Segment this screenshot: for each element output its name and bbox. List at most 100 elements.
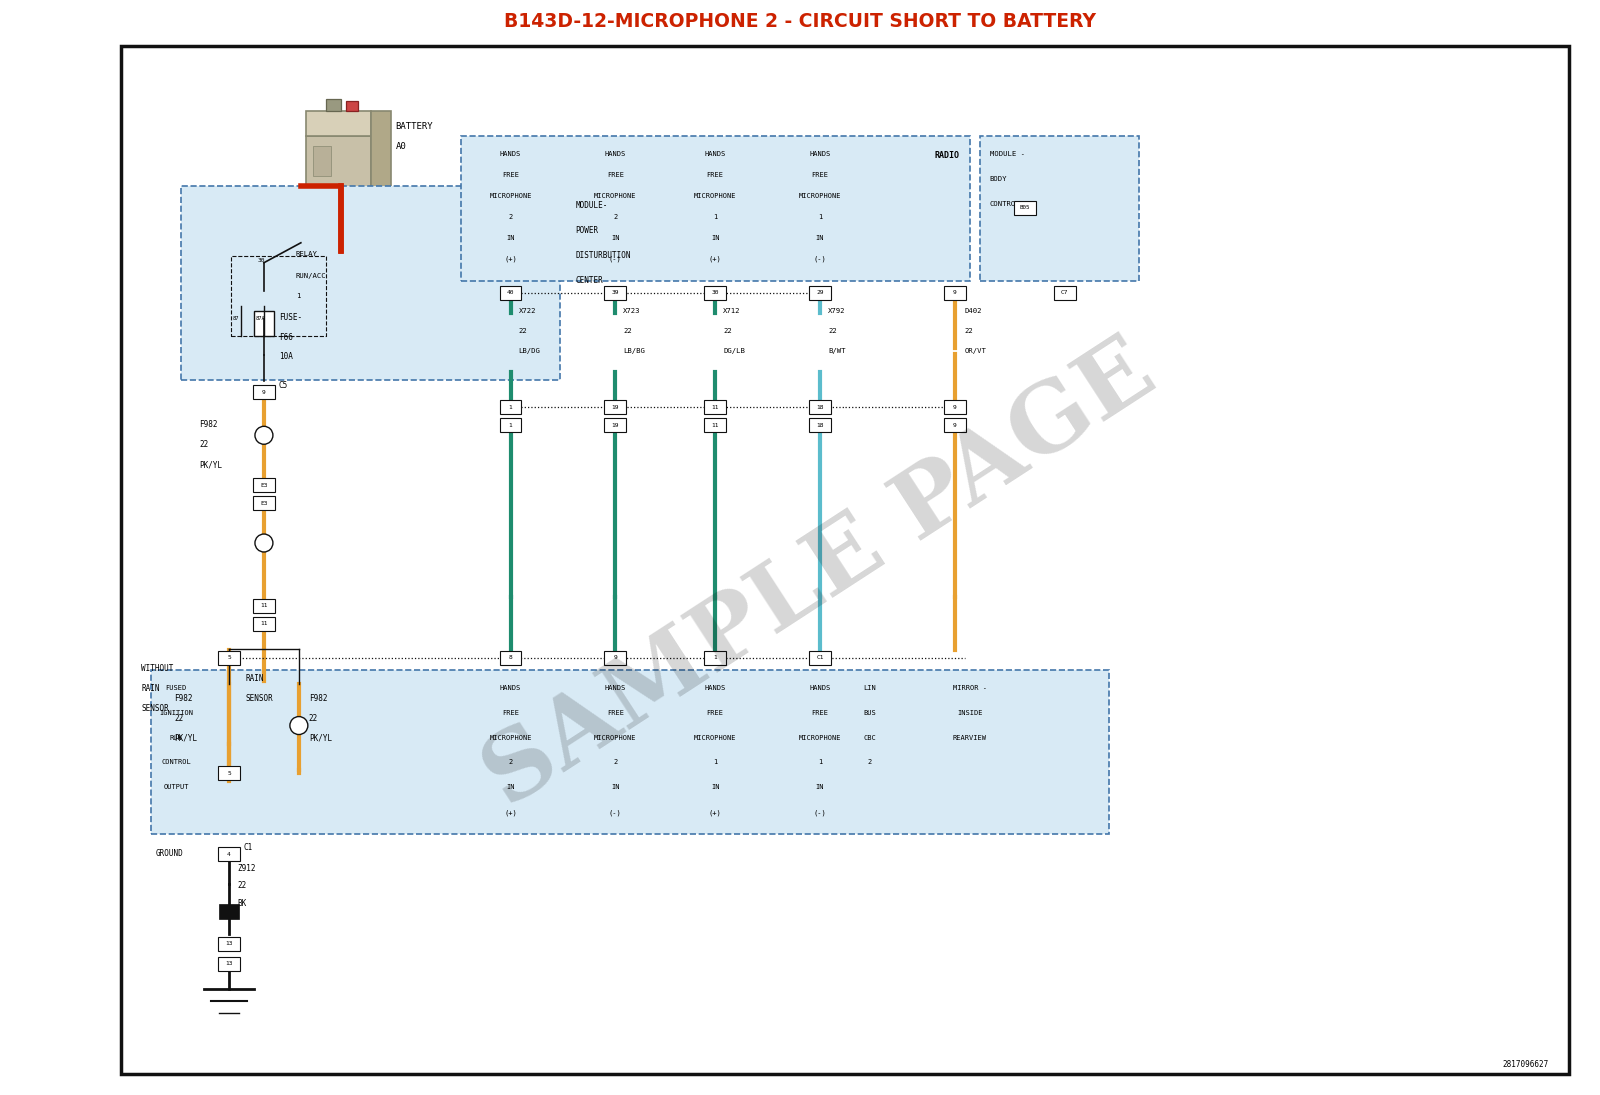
Bar	[944, 401, 966, 414]
Text: (+): (+)	[504, 256, 517, 262]
Text: 22: 22	[174, 714, 184, 723]
Text: HANDS: HANDS	[499, 151, 522, 157]
Text: (+): (+)	[709, 256, 722, 262]
Text: RUN/ACC: RUN/ACC	[296, 273, 326, 279]
Text: IN: IN	[710, 234, 720, 241]
Text: 18: 18	[816, 423, 824, 428]
Text: POWER: POWER	[576, 226, 598, 234]
Text: 87A: 87A	[256, 315, 266, 321]
Text: 11: 11	[261, 603, 267, 609]
Text: IN: IN	[710, 784, 720, 791]
Bar	[499, 418, 522, 433]
Bar	[944, 286, 966, 300]
Bar	[605, 650, 626, 665]
Text: X712: X712	[723, 308, 741, 313]
Bar	[1053, 286, 1075, 300]
Text: 1: 1	[509, 423, 512, 428]
Text: 1: 1	[714, 214, 717, 220]
Bar	[704, 650, 726, 665]
Bar	[346, 101, 358, 111]
Text: X722: X722	[518, 308, 536, 313]
Text: 2: 2	[613, 214, 618, 220]
Bar	[218, 848, 240, 861]
Text: (-): (-)	[813, 256, 826, 262]
Text: 9: 9	[954, 423, 957, 428]
Bar	[1014, 200, 1035, 215]
Text: F982: F982	[309, 693, 328, 703]
Text: PK/YL: PK/YL	[309, 734, 331, 742]
Bar	[979, 136, 1139, 280]
Bar	[181, 186, 560, 380]
Text: (-): (-)	[610, 256, 622, 262]
Text: SAMPLE PAGE: SAMPLE PAGE	[469, 325, 1171, 825]
Text: 22: 22	[198, 440, 208, 449]
Text: HANDS: HANDS	[704, 151, 726, 157]
Text: 1: 1	[296, 292, 301, 299]
Bar	[704, 286, 726, 300]
Text: IN: IN	[611, 784, 619, 791]
Bar	[253, 616, 275, 631]
Bar	[253, 496, 275, 510]
Text: 18: 18	[816, 405, 824, 410]
Text: (+): (+)	[709, 809, 722, 816]
Text: DG/LB: DG/LB	[723, 347, 746, 354]
Circle shape	[254, 426, 274, 445]
Text: FREE: FREE	[707, 172, 723, 178]
Bar	[371, 111, 390, 191]
Text: 11: 11	[261, 621, 267, 626]
Bar	[810, 401, 830, 414]
Text: FREE: FREE	[811, 710, 829, 716]
Text: SENSOR: SENSOR	[141, 704, 170, 713]
Text: (-): (-)	[610, 809, 622, 816]
Bar	[499, 286, 522, 300]
Circle shape	[254, 534, 274, 552]
Text: PK/YL: PK/YL	[174, 734, 197, 742]
Bar	[306, 111, 371, 136]
Text: 40: 40	[507, 290, 514, 296]
Bar	[253, 479, 275, 492]
Text: B/WT: B/WT	[827, 347, 845, 354]
Text: 29: 29	[816, 290, 824, 296]
Text: 1: 1	[714, 760, 717, 765]
Text: BODY: BODY	[990, 176, 1006, 182]
Text: SENSOR: SENSOR	[246, 693, 274, 703]
Text: LIN: LIN	[864, 684, 877, 691]
Text: CONTROL: CONTROL	[162, 760, 190, 765]
Text: CONTROL: CONTROL	[990, 200, 1021, 207]
Bar	[499, 401, 522, 414]
Text: IN: IN	[611, 234, 619, 241]
Text: HANDS: HANDS	[605, 151, 626, 157]
Text: 2: 2	[509, 214, 512, 220]
Text: FUSE-: FUSE-	[278, 312, 302, 322]
Text: RAIN: RAIN	[141, 683, 160, 693]
Text: FUSED: FUSED	[165, 684, 187, 691]
Text: PK/YL: PK/YL	[198, 460, 222, 470]
Text: 39: 39	[611, 290, 619, 296]
Text: A0: A0	[395, 141, 406, 150]
Bar	[218, 766, 240, 781]
Bar	[605, 418, 626, 433]
Text: FREE: FREE	[502, 172, 518, 178]
Text: X792: X792	[827, 308, 845, 313]
Text: MICROPHONE: MICROPHONE	[594, 193, 637, 199]
Text: 1: 1	[818, 214, 822, 220]
Text: MICROPHONE: MICROPHONE	[490, 735, 531, 740]
Text: MICROPHONE: MICROPHONE	[594, 735, 637, 740]
Text: 4: 4	[227, 852, 230, 856]
Bar	[253, 599, 275, 613]
Text: B143D-12-MICROPHONE 2 - CIRCUIT SHORT TO BATTERY: B143D-12-MICROPHONE 2 - CIRCUIT SHORT TO…	[504, 12, 1096, 31]
Text: 22: 22	[309, 714, 318, 723]
Text: LB/DG: LB/DG	[518, 347, 541, 354]
Text: 22: 22	[624, 327, 632, 334]
Text: 11: 11	[712, 423, 718, 428]
Bar	[461, 136, 970, 280]
Text: MODULE -: MODULE -	[990, 151, 1024, 157]
Circle shape	[290, 716, 307, 735]
Text: 19: 19	[611, 423, 619, 428]
Text: CENTER: CENTER	[576, 276, 603, 285]
Bar	[810, 418, 830, 433]
Text: E3: E3	[261, 500, 267, 506]
Text: D402: D402	[965, 308, 982, 313]
Bar	[944, 418, 966, 433]
Text: MICROPHONE: MICROPHONE	[798, 193, 842, 199]
